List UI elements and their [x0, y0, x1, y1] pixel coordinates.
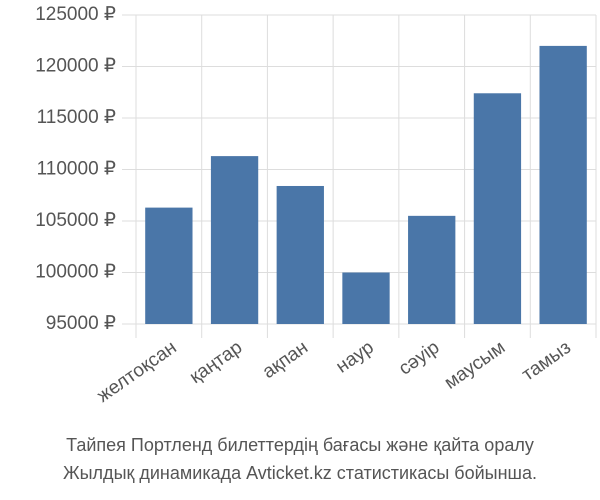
x-tick-label: желтоқсан: [93, 337, 180, 407]
y-tick-label: 110000 ₽: [37, 159, 116, 180]
caption-line: Тайпея Портленд билеттердің бағасы және …: [66, 435, 534, 455]
x-tick-label: тамыз: [518, 337, 575, 385]
bar: [276, 185, 324, 324]
bar: [539, 45, 587, 325]
x-tick-label: қаңтар: [186, 337, 246, 388]
y-tick-label: 115000 ₽: [37, 107, 116, 128]
x-tick-label: ақпан: [259, 337, 312, 383]
x-tick-label: сәуір: [395, 337, 443, 380]
bar: [408, 215, 456, 324]
caption-line: Жылдық динамикада Avticket.kz статистика…: [63, 463, 537, 483]
y-tick-label: 105000 ₽: [35, 210, 116, 231]
bar: [210, 156, 259, 324]
bar: [473, 93, 522, 324]
y-tick-label: 95000 ₽: [46, 313, 116, 334]
y-tick-label: 120000 ₽: [35, 56, 116, 77]
y-tick-label: 125000 ₽: [35, 4, 116, 25]
x-tick-label: наур: [332, 337, 377, 378]
y-tick-label: 100000 ₽: [35, 262, 116, 283]
bar: [342, 272, 390, 324]
x-tick-label: маусым: [441, 337, 510, 394]
bar: [145, 207, 193, 324]
